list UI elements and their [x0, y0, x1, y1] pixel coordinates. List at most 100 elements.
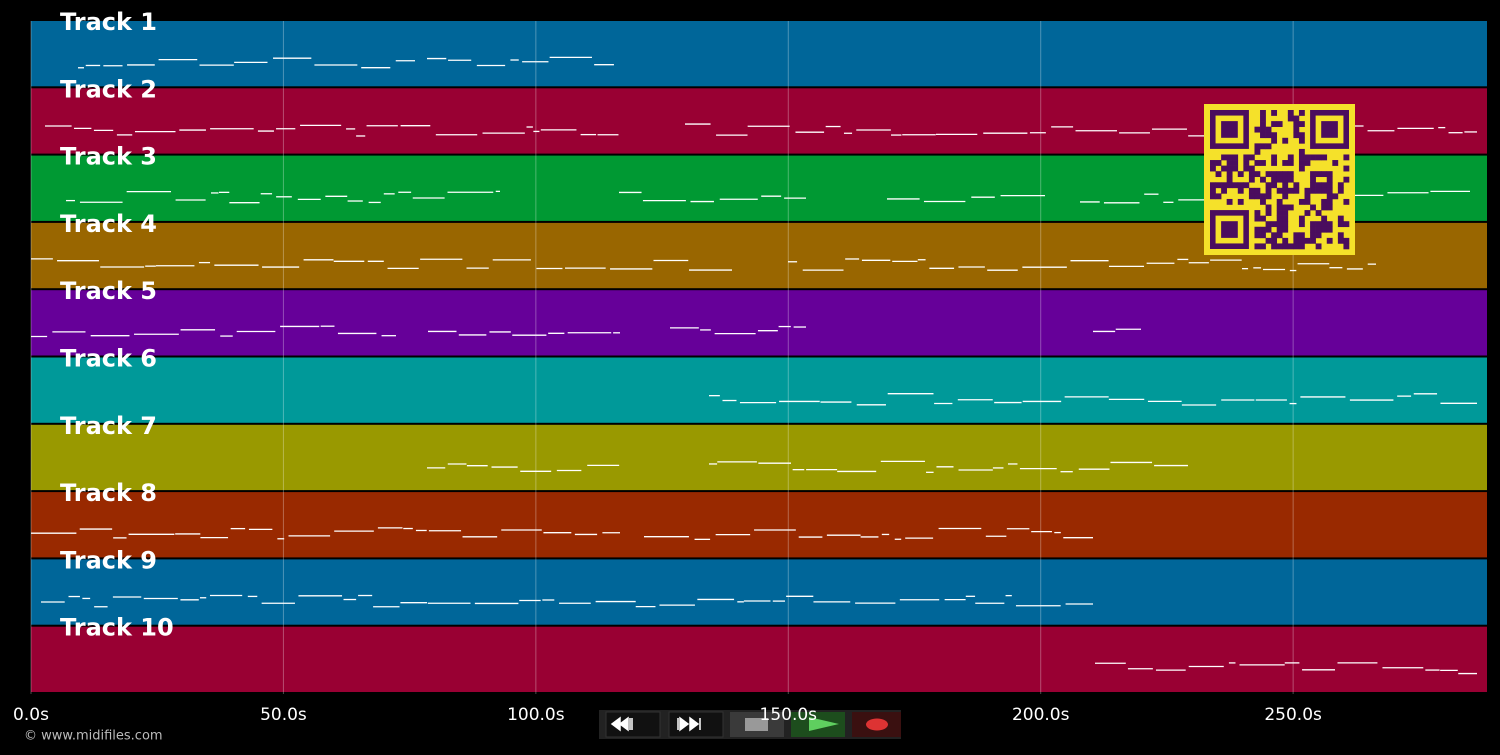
qr-finder: [1221, 121, 1238, 138]
qr-cell: [1226, 165, 1233, 172]
qr-cell: [1282, 215, 1289, 222]
qr-cell: [1282, 182, 1289, 189]
track-band: [31, 626, 1487, 692]
qr-cell: [1221, 182, 1227, 189]
x-tick-label: 200.0s: [1012, 705, 1070, 725]
qr-cell: [1315, 243, 1322, 250]
qr-cell: [1282, 137, 1289, 144]
qr-cell: [1265, 193, 1272, 200]
qr-code: [1204, 104, 1355, 255]
qr-cell: [1271, 137, 1278, 144]
qr-cell: [1248, 154, 1255, 161]
qr-cell: [1254, 210, 1261, 216]
track-band: [31, 21, 1487, 87]
qr-cell: [1293, 182, 1300, 189]
qr-cell: [1287, 176, 1294, 183]
qr-cell: [1254, 226, 1261, 233]
qr-cell: [1282, 243, 1289, 250]
qr-cell: [1293, 237, 1300, 244]
qr-cell: [1326, 204, 1333, 211]
footer: © www.midifiles.com: [24, 729, 163, 744]
qr-cell: [1254, 187, 1261, 194]
qr-cell: [1221, 187, 1227, 194]
qr-cell: [1326, 221, 1333, 228]
qr-cell: [1215, 182, 1222, 189]
qr-cell: [1304, 210, 1311, 216]
qr-cell: [1260, 115, 1266, 122]
qr-cell: [1310, 204, 1316, 211]
qr-cell: [1232, 182, 1239, 189]
qr-cell: [1248, 176, 1255, 183]
qr-cell: [1287, 160, 1294, 166]
qr-cell: [1310, 187, 1316, 194]
qr-cell: [1260, 215, 1266, 222]
qr-cell: [1271, 110, 1278, 116]
x-tick-label: 150.0s: [760, 705, 818, 725]
qr-cell: [1215, 193, 1222, 200]
qr-cell: [1254, 232, 1261, 239]
x-tick-label: 100.0s: [507, 705, 565, 725]
qr-cell: [1276, 171, 1283, 178]
qr-cell: [1271, 182, 1278, 189]
qr-cell: [1237, 187, 1244, 194]
qr-cell: [1321, 154, 1328, 161]
qr-cell: [1315, 187, 1322, 194]
qr-cell: [1265, 221, 1272, 228]
qr-cell: [1226, 154, 1233, 161]
qr-cell: [1282, 237, 1289, 244]
qr-cell: [1310, 237, 1316, 244]
qr-cell: [1321, 226, 1328, 233]
qr-cell: [1343, 154, 1350, 161]
record-icon: [866, 718, 888, 731]
qr-cell: [1343, 243, 1350, 250]
x-tick-label: 50.0s: [260, 705, 307, 725]
qr-cell: [1260, 110, 1266, 116]
qr-cell: [1337, 187, 1344, 194]
qr-cell: [1265, 132, 1272, 139]
qr-cell: [1243, 182, 1250, 189]
qr-cell: [1210, 182, 1216, 189]
qr-cell: [1282, 171, 1289, 178]
qr-cell: [1265, 210, 1272, 216]
qr-cell: [1321, 171, 1328, 178]
qr-cell: [1254, 215, 1261, 222]
qr-cell: [1298, 237, 1305, 244]
track-label: Track 7: [60, 412, 157, 440]
qr-cell: [1298, 137, 1305, 144]
qr-cell: [1304, 198, 1311, 205]
qr-cell: [1310, 226, 1316, 233]
qr-cell: [1265, 237, 1272, 244]
qr-cell: [1276, 210, 1283, 216]
qr-cell: [1321, 198, 1328, 205]
qr-cell: [1260, 176, 1266, 183]
qr-cell: [1326, 226, 1333, 233]
qr-cell: [1315, 221, 1322, 228]
qr-cell: [1232, 154, 1239, 161]
qr-cell: [1282, 226, 1289, 233]
qr-cell: [1254, 160, 1261, 166]
qr-cell: [1237, 171, 1244, 178]
qr-cell: [1254, 126, 1261, 133]
qr-cell: [1271, 237, 1278, 244]
qr-cell: [1321, 204, 1328, 211]
qr-cell: [1304, 160, 1311, 166]
track-label: Track 2: [60, 75, 157, 103]
qr-cell: [1343, 198, 1350, 205]
qr-cell: [1243, 160, 1250, 166]
qr-cell: [1276, 215, 1283, 222]
track-label: Track 6: [60, 345, 157, 373]
qr-cell: [1315, 226, 1322, 233]
qr-cell: [1326, 187, 1333, 194]
forward-icon: [677, 716, 701, 732]
track-band: [31, 492, 1487, 558]
qr-cell: [1271, 243, 1278, 250]
qr-cell: [1260, 121, 1266, 127]
qr-cell: [1287, 243, 1294, 250]
qr-cell: [1271, 160, 1278, 166]
qr-cell: [1276, 243, 1283, 250]
qr-cell: [1260, 193, 1266, 200]
qr-cell: [1248, 193, 1255, 200]
qr-cell: [1310, 221, 1316, 228]
qr-cell: [1321, 215, 1328, 222]
